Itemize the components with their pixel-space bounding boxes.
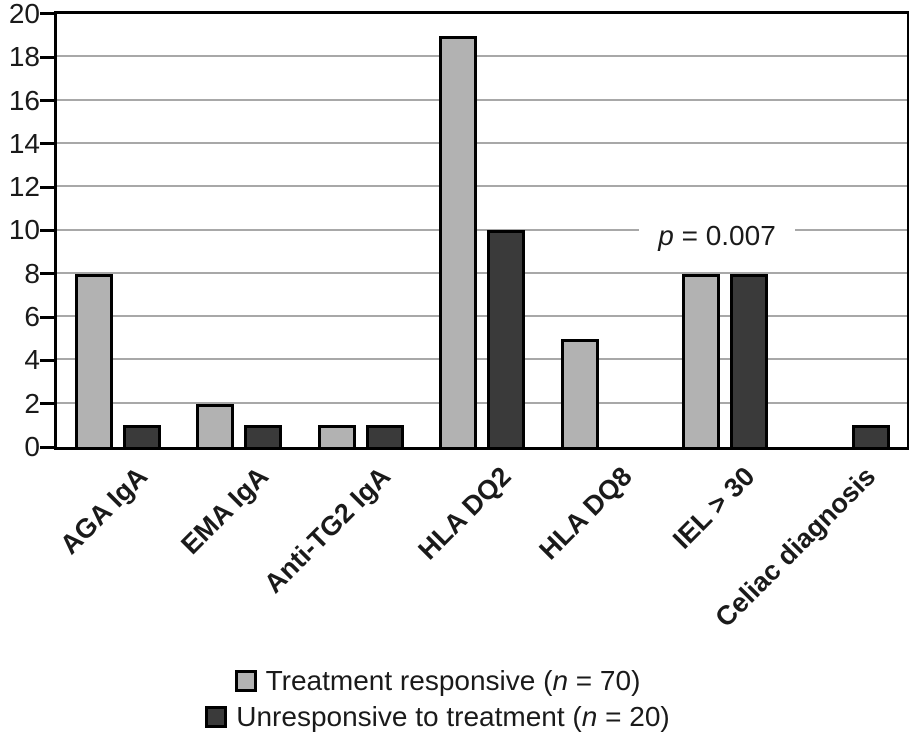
p-value-variable: p [658, 220, 674, 251]
legend-swatch-unresponsive [205, 706, 228, 728]
bar-treatment-responsive [560, 339, 599, 447]
bar-treatment-responsive [438, 36, 477, 447]
y-tick-label: 10 [8, 214, 40, 246]
bar-unresponsive [729, 274, 768, 447]
y-tick-mark [40, 186, 54, 189]
legend-item-treatment-responsive: Treatment responsive (n = 70) [234, 663, 641, 699]
bar-group-iel-30 [664, 14, 785, 447]
y-tick-label: 4 [24, 344, 40, 376]
gridline [57, 142, 907, 144]
p-value-annotation: p = 0.007 [639, 216, 795, 256]
bar-treatment-responsive [317, 425, 356, 447]
y-tick-mark [40, 402, 54, 405]
y-tick-mark [40, 12, 54, 15]
y-tick-label: 14 [8, 127, 40, 159]
plot-area: p = 0.007 [40, 11, 909, 450]
bar-unresponsive [851, 425, 890, 447]
gridline [57, 99, 907, 101]
bar-group-anti-tg2-iga [300, 14, 421, 447]
gridline [57, 315, 907, 317]
y-tick-mark [40, 316, 54, 319]
legend-item-unresponsive: Unresponsive to treatment (n = 20) [205, 699, 670, 735]
y-tick-mark [40, 99, 54, 102]
bar-unresponsive [486, 230, 525, 447]
x-label-hla-dq8: HLA DQ8 [533, 461, 639, 566]
y-tick-label: 12 [8, 171, 40, 203]
gridline [57, 55, 907, 57]
gridline [57, 185, 907, 187]
legend-label: Unresponsive to treatment (n = 20) [236, 701, 670, 732]
legend: Treatment responsive (n = 70) Unresponsi… [0, 663, 892, 735]
y-tick-label: 18 [8, 41, 40, 73]
x-label-anti-tg2-iga: Anti-TG2 IgA [258, 461, 397, 599]
bar-treatment-responsive [195, 404, 234, 447]
x-label-aga-iga: AGA IgA [54, 461, 154, 560]
bar-group-aga-iga [57, 14, 178, 447]
bar-group-ema-iga [178, 14, 299, 447]
y-tick-label: 0 [24, 430, 40, 462]
y-tick-mark [40, 56, 54, 59]
bar-group-hla-dq8 [543, 14, 664, 447]
y-tick-mark [40, 229, 54, 232]
bar-group-hla-dq2 [421, 14, 542, 447]
y-tick-mark [40, 359, 54, 362]
bar-unresponsive [122, 425, 161, 447]
bar-unresponsive [365, 425, 404, 447]
legend-label: Treatment responsive (n = 70) [265, 665, 641, 696]
y-tick-label: 2 [24, 387, 40, 419]
y-tick-mark [40, 272, 54, 275]
legend-swatch-treatment-responsive [234, 670, 257, 692]
y-tick-mark [40, 142, 54, 145]
bar-group-celiac-diagnosis [786, 14, 907, 447]
y-tick-label: 16 [8, 84, 40, 116]
y-tick-mark [40, 446, 54, 449]
bar-treatment-responsive [681, 274, 720, 447]
y-tick-label: 6 [24, 301, 40, 333]
y-tick-label: 20 [8, 0, 40, 29]
x-label-ema-iga: EMA IgA [175, 461, 275, 560]
gridline [57, 272, 907, 274]
x-label-iel-30: IEL > 30 [666, 461, 761, 555]
y-axis-tick-labels: 20 18 16 14 12 10 8 6 4 2 0 [0, 0, 40, 465]
y-tick-label: 8 [24, 257, 40, 289]
gridline [57, 229, 907, 231]
gridline [57, 402, 907, 404]
bar-treatment-responsive [74, 274, 113, 447]
gridline [57, 358, 907, 360]
bar-unresponsive [243, 425, 282, 447]
x-label-hla-dq2: HLA DQ2 [412, 461, 518, 566]
p-value-text: = 0.007 [673, 220, 776, 251]
